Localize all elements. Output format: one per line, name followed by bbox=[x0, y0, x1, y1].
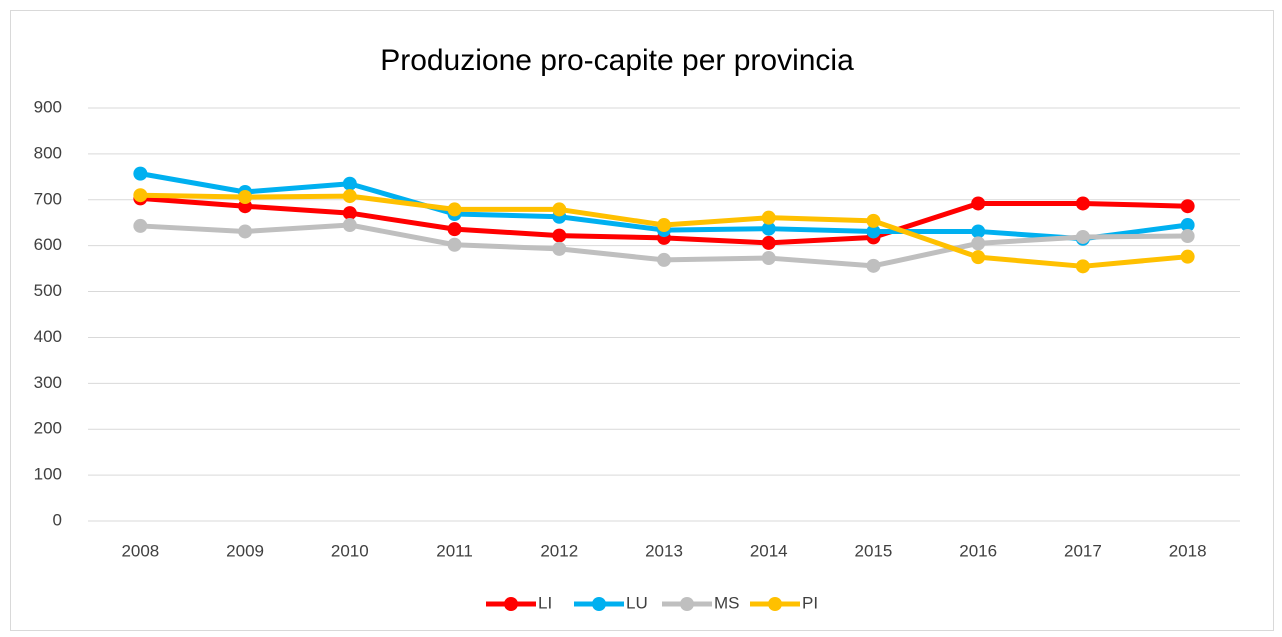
point-marker bbox=[1180, 249, 1195, 264]
point-marker bbox=[1180, 199, 1195, 214]
point-marker bbox=[1180, 218, 1195, 233]
x-tick-label: 2016 bbox=[959, 541, 997, 560]
point-marker bbox=[1075, 259, 1090, 274]
point-marker bbox=[238, 224, 253, 239]
point-marker bbox=[342, 218, 357, 233]
point-marker bbox=[866, 258, 881, 273]
x-tick-label: 2012 bbox=[540, 541, 578, 560]
y-tick-label: 200 bbox=[34, 419, 62, 438]
legend-label: LI bbox=[538, 593, 552, 612]
legend-label: PI bbox=[802, 593, 818, 612]
legend-marker bbox=[768, 597, 782, 611]
point-marker bbox=[971, 224, 986, 239]
x-tick-label: 2018 bbox=[1169, 541, 1207, 560]
point-marker bbox=[447, 202, 462, 217]
chart-title: Produzione pro-capite per provincia bbox=[380, 44, 854, 77]
point-marker bbox=[971, 196, 986, 211]
legend-marker bbox=[592, 597, 606, 611]
point-marker bbox=[866, 224, 881, 239]
point-marker bbox=[447, 222, 462, 237]
point-marker bbox=[971, 236, 986, 251]
point-marker bbox=[342, 206, 357, 221]
y-tick-label: 100 bbox=[34, 465, 62, 484]
point-marker bbox=[133, 218, 148, 233]
point-marker bbox=[552, 202, 567, 217]
y-tick-label: 0 bbox=[53, 510, 62, 529]
point-marker bbox=[1075, 196, 1090, 211]
point-marker bbox=[657, 218, 671, 233]
point-marker bbox=[342, 176, 357, 191]
legend-marker bbox=[504, 597, 518, 611]
point-marker bbox=[342, 189, 357, 204]
point-marker bbox=[238, 190, 253, 205]
point-marker bbox=[761, 221, 776, 236]
legend-label: LU bbox=[626, 593, 648, 612]
point-marker bbox=[552, 228, 567, 243]
point-marker bbox=[657, 252, 671, 267]
point-marker bbox=[447, 237, 462, 252]
x-tick-label: 2009 bbox=[226, 541, 264, 560]
x-tick-label: 2010 bbox=[331, 541, 369, 560]
point-marker bbox=[761, 251, 776, 266]
x-tick-label: 2017 bbox=[1064, 541, 1102, 560]
legend-marker bbox=[680, 597, 694, 611]
y-tick-label: 800 bbox=[34, 143, 62, 162]
point-marker bbox=[866, 213, 881, 228]
y-tick-label: 400 bbox=[34, 327, 62, 346]
y-tick-label: 700 bbox=[34, 189, 62, 208]
y-tick-label: 500 bbox=[34, 281, 62, 300]
y-tick-label: 600 bbox=[34, 235, 62, 254]
point-marker bbox=[761, 235, 776, 250]
x-tick-label: 2008 bbox=[121, 541, 159, 560]
x-tick-label: 2013 bbox=[645, 541, 683, 560]
point-marker bbox=[1075, 229, 1090, 244]
point-marker bbox=[133, 188, 148, 203]
y-tick-label: 900 bbox=[34, 97, 62, 116]
x-tick-label: 2015 bbox=[855, 541, 893, 560]
point-marker bbox=[1180, 229, 1195, 244]
point-marker bbox=[971, 250, 986, 265]
y-tick-label: 300 bbox=[34, 373, 62, 392]
point-marker bbox=[133, 166, 148, 181]
x-tick-label: 2014 bbox=[750, 541, 788, 560]
chart-frame bbox=[10, 10, 1274, 631]
x-tick-label: 2011 bbox=[436, 541, 473, 560]
point-marker bbox=[552, 241, 567, 256]
legend-label: MS bbox=[714, 593, 740, 612]
point-marker bbox=[761, 210, 776, 225]
